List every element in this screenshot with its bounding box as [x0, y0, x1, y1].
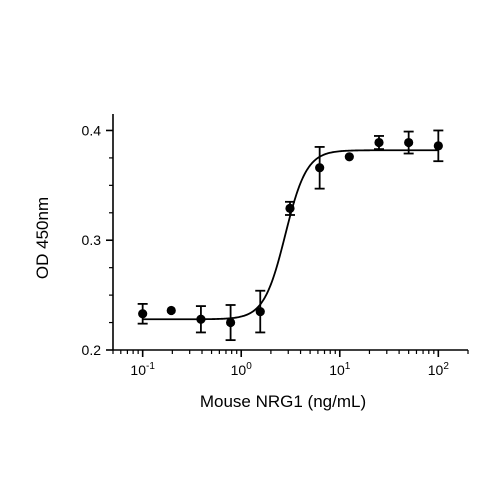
- y-tick-label: 0.4: [82, 122, 102, 138]
- data-point: [433, 141, 443, 151]
- data-point: [315, 163, 325, 173]
- data-point: [255, 306, 265, 317]
- x-axis-label: Mouse NRG1 (ng/mL): [200, 392, 366, 411]
- y-tick-label: 0.2: [82, 342, 102, 358]
- fit-curve: [142, 149, 439, 321]
- data-point: [196, 314, 206, 324]
- data-point: [138, 309, 148, 319]
- data-point: [404, 137, 414, 148]
- x-tick-label: 10-1: [130, 361, 155, 378]
- axes: 0.2 0.3 0.4 10-1 100 101 102: [82, 114, 469, 378]
- data-points-layer: [137, 129, 444, 342]
- data-point: [166, 305, 176, 316]
- y-axis-label: OD 450nm: [33, 197, 52, 279]
- x-tick-label: 101: [329, 361, 351, 378]
- x-tick-label: 102: [428, 361, 450, 378]
- data-point: [374, 137, 384, 148]
- data-point: [344, 152, 354, 162]
- fit-curve-layer: [142, 149, 439, 321]
- data-point: [225, 317, 236, 328]
- data-point: [285, 203, 295, 213]
- x-tick-label: 100: [231, 361, 253, 378]
- y-tick-label: 0.3: [82, 232, 102, 248]
